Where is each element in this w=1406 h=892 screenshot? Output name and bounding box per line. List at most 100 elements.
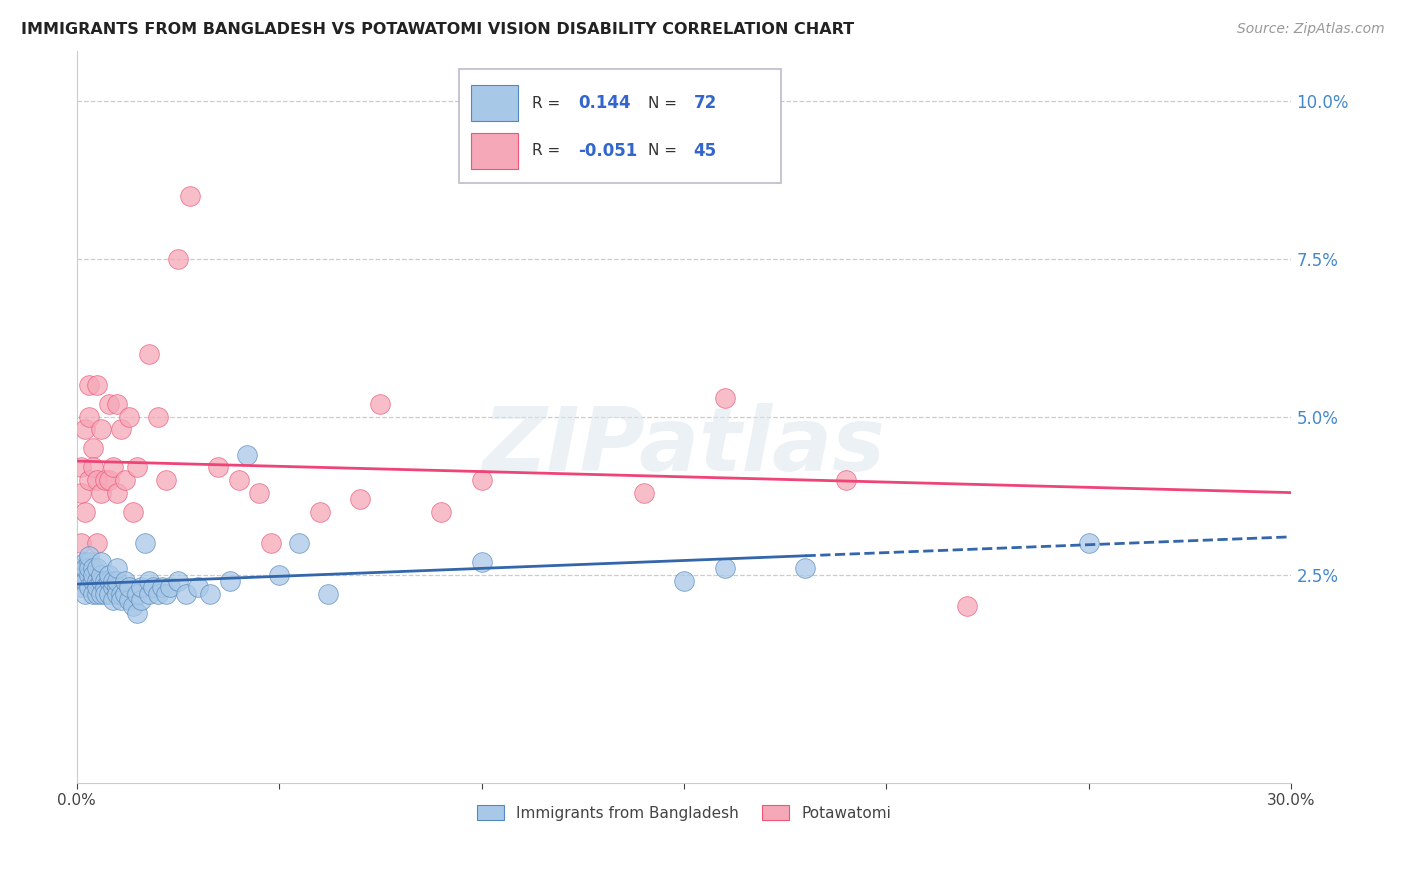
Text: -0.051: -0.051 bbox=[578, 142, 637, 160]
Point bbox=[73, 574, 96, 588]
Point bbox=[82, 442, 104, 456]
Point bbox=[90, 567, 112, 582]
Text: Source: ZipAtlas.com: Source: ZipAtlas.com bbox=[1237, 22, 1385, 37]
Text: N =: N = bbox=[648, 95, 682, 111]
Point bbox=[138, 587, 160, 601]
Point bbox=[97, 397, 120, 411]
Point bbox=[73, 555, 96, 569]
Point bbox=[77, 549, 100, 563]
Point bbox=[73, 567, 96, 582]
Point bbox=[794, 561, 817, 575]
Point bbox=[131, 593, 153, 607]
Point bbox=[235, 448, 257, 462]
Point bbox=[101, 574, 124, 588]
Point bbox=[316, 587, 339, 601]
Text: R =: R = bbox=[531, 95, 565, 111]
Point bbox=[835, 473, 858, 487]
Point bbox=[146, 587, 169, 601]
Point bbox=[77, 555, 100, 569]
Point bbox=[90, 587, 112, 601]
Point bbox=[94, 574, 117, 588]
Point bbox=[633, 485, 655, 500]
Point bbox=[155, 473, 177, 487]
Point bbox=[101, 593, 124, 607]
Point bbox=[90, 485, 112, 500]
Point bbox=[110, 587, 132, 601]
Text: 0.144: 0.144 bbox=[578, 94, 631, 112]
Text: IMMIGRANTS FROM BANGLADESH VS POTAWATOMI VISION DISABILITY CORRELATION CHART: IMMIGRANTS FROM BANGLADESH VS POTAWATOMI… bbox=[21, 22, 855, 37]
Point bbox=[118, 593, 141, 607]
Point bbox=[349, 491, 371, 506]
Point bbox=[198, 587, 221, 601]
Point bbox=[97, 587, 120, 601]
Point bbox=[159, 580, 181, 594]
FancyBboxPatch shape bbox=[471, 133, 517, 169]
Point bbox=[101, 460, 124, 475]
Point bbox=[713, 561, 735, 575]
Text: ZIPatlas: ZIPatlas bbox=[482, 402, 886, 490]
Point bbox=[77, 473, 100, 487]
Point bbox=[86, 580, 108, 594]
Point bbox=[122, 599, 145, 614]
Point bbox=[69, 460, 91, 475]
Point bbox=[69, 574, 91, 588]
Text: 72: 72 bbox=[693, 94, 717, 112]
Point bbox=[430, 504, 453, 518]
Point bbox=[73, 567, 96, 582]
Point bbox=[82, 567, 104, 582]
Point bbox=[86, 378, 108, 392]
Point bbox=[110, 422, 132, 436]
Point bbox=[1078, 536, 1101, 550]
Text: N =: N = bbox=[648, 144, 682, 158]
Point bbox=[672, 574, 695, 588]
Point bbox=[101, 580, 124, 594]
Point bbox=[470, 555, 492, 569]
Point bbox=[260, 536, 283, 550]
Point bbox=[105, 397, 128, 411]
Point bbox=[288, 536, 311, 550]
Point bbox=[86, 574, 108, 588]
Point bbox=[90, 422, 112, 436]
Point bbox=[114, 587, 136, 601]
Point bbox=[470, 473, 492, 487]
Point bbox=[146, 409, 169, 424]
Point bbox=[187, 580, 209, 594]
Point bbox=[86, 561, 108, 575]
Point bbox=[114, 574, 136, 588]
Point bbox=[82, 587, 104, 601]
Point bbox=[82, 460, 104, 475]
Point bbox=[166, 574, 188, 588]
Point bbox=[267, 567, 290, 582]
Point bbox=[69, 536, 91, 550]
Point bbox=[127, 587, 149, 601]
Point bbox=[118, 580, 141, 594]
Point bbox=[69, 567, 91, 582]
Point bbox=[713, 391, 735, 405]
Point bbox=[73, 422, 96, 436]
Point bbox=[86, 536, 108, 550]
Point bbox=[69, 561, 91, 575]
Point bbox=[138, 347, 160, 361]
Point bbox=[94, 587, 117, 601]
Point bbox=[127, 606, 149, 620]
Point bbox=[86, 587, 108, 601]
Point bbox=[207, 460, 229, 475]
Point bbox=[142, 580, 165, 594]
Point bbox=[105, 574, 128, 588]
Text: 45: 45 bbox=[693, 142, 717, 160]
Point bbox=[127, 460, 149, 475]
FancyBboxPatch shape bbox=[460, 69, 782, 183]
Point bbox=[73, 587, 96, 601]
Point bbox=[150, 580, 173, 594]
Point bbox=[138, 574, 160, 588]
Point bbox=[110, 593, 132, 607]
Point bbox=[134, 536, 156, 550]
Point bbox=[219, 574, 242, 588]
Point bbox=[368, 397, 391, 411]
Point bbox=[82, 561, 104, 575]
Point bbox=[228, 473, 250, 487]
Legend: Immigrants from Bangladesh, Potawatomi: Immigrants from Bangladesh, Potawatomi bbox=[471, 798, 897, 827]
Point bbox=[82, 574, 104, 588]
Point bbox=[97, 567, 120, 582]
Point bbox=[105, 580, 128, 594]
